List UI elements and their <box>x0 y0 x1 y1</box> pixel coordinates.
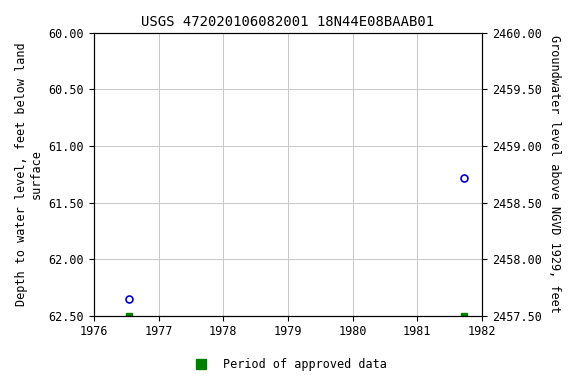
Title: USGS 472020106082001 18N44E08BAAB01: USGS 472020106082001 18N44E08BAAB01 <box>141 15 434 29</box>
Legend: Period of approved data: Period of approved data <box>185 354 391 376</box>
Y-axis label: Depth to water level, feet below land
surface: Depth to water level, feet below land su… <box>15 43 43 306</box>
Y-axis label: Groundwater level above NGVD 1929, feet: Groundwater level above NGVD 1929, feet <box>548 35 561 313</box>
